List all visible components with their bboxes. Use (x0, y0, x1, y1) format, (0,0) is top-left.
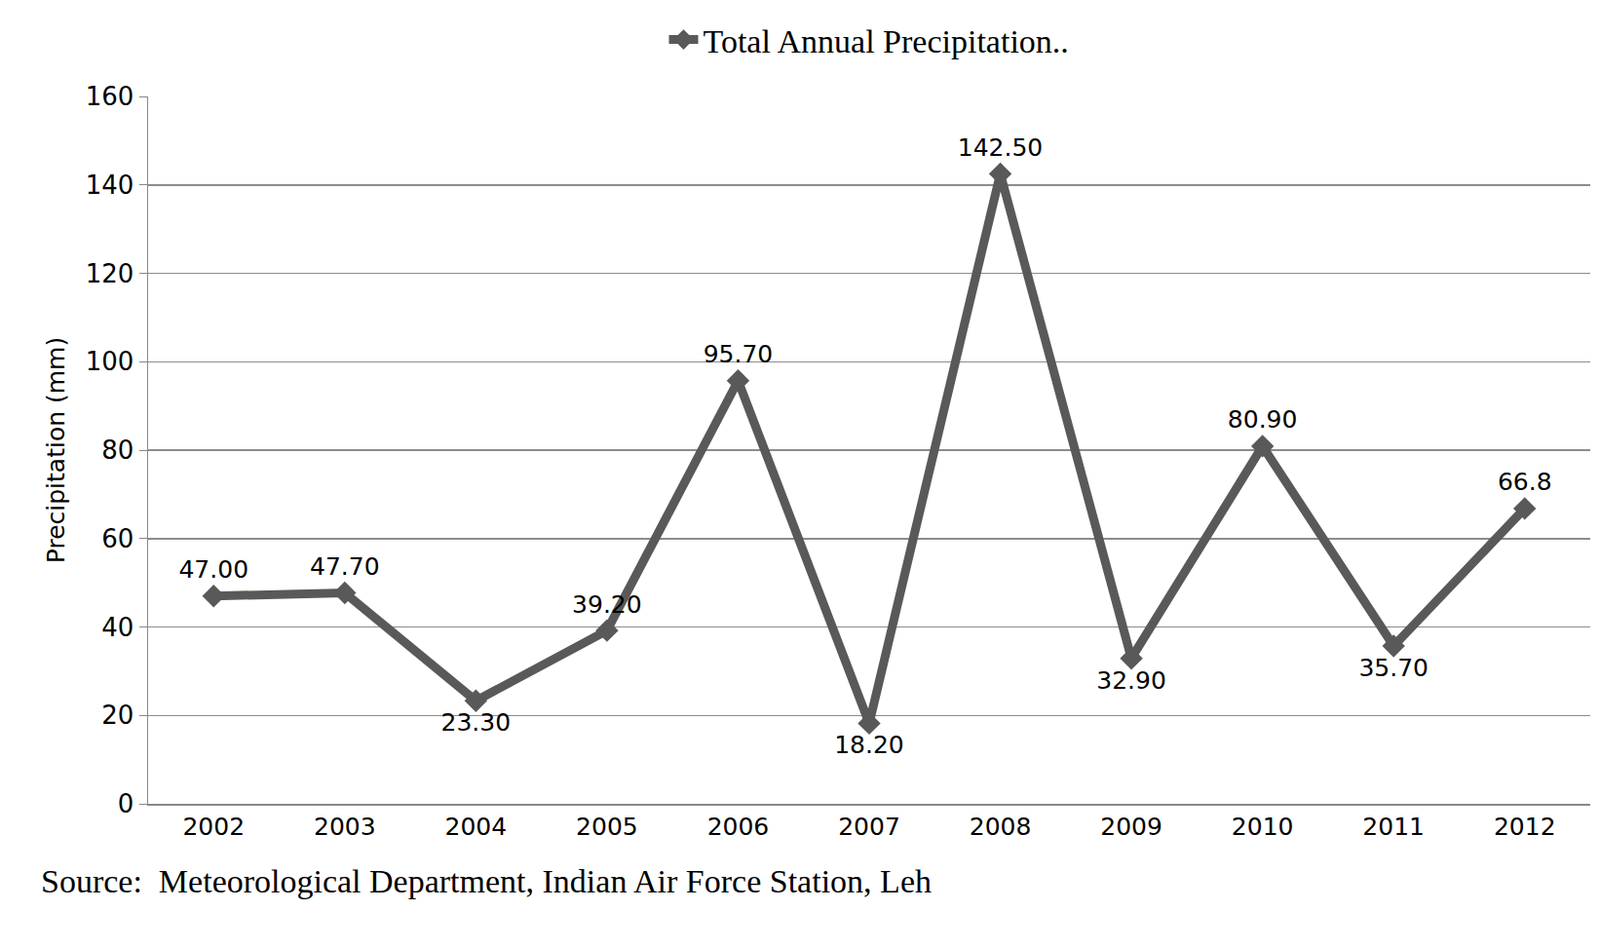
svg-text:47.70: 47.70 (309, 552, 381, 581)
svg-text:80.90: 80.90 (1227, 405, 1298, 434)
svg-text:66.8: 66.8 (1497, 467, 1553, 496)
svg-text:2002: 2002 (182, 812, 245, 841)
svg-text:0: 0 (117, 789, 135, 819)
svg-text:Total Annual Precipitation..: Total Annual Precipitation.. (703, 23, 1069, 60)
svg-text:18.20: 18.20 (834, 730, 905, 760)
svg-text:80: 80 (101, 435, 134, 465)
svg-text:2003: 2003 (313, 812, 377, 841)
svg-text:160: 160 (85, 81, 135, 112)
svg-text:2004: 2004 (445, 812, 508, 841)
svg-text:2008: 2008 (969, 812, 1032, 841)
svg-text:47.00: 47.00 (178, 555, 249, 584)
svg-text:120: 120 (85, 259, 135, 289)
svg-text:142.50: 142.50 (957, 133, 1043, 162)
svg-text:40: 40 (101, 612, 134, 643)
svg-text:20: 20 (101, 700, 134, 730)
svg-text:2009: 2009 (1100, 812, 1163, 841)
svg-text:2012: 2012 (1493, 812, 1557, 841)
svg-text:140: 140 (85, 170, 135, 200)
svg-text:Source: Meteorological Depart: Source: Meteorological Department, India… (40, 863, 932, 900)
svg-text:2010: 2010 (1231, 812, 1295, 841)
svg-text:100: 100 (85, 346, 135, 377)
svg-text:39.20: 39.20 (571, 590, 643, 619)
svg-text:95.70: 95.70 (703, 340, 774, 369)
svg-text:2007: 2007 (838, 812, 901, 841)
svg-text:35.70: 35.70 (1358, 653, 1429, 683)
svg-text:2011: 2011 (1362, 812, 1425, 841)
svg-text:60: 60 (101, 524, 134, 554)
svg-text:2006: 2006 (707, 812, 770, 841)
svg-text:23.30: 23.30 (441, 708, 512, 737)
svg-text:2005: 2005 (575, 812, 639, 841)
svg-text:32.90: 32.90 (1096, 666, 1167, 695)
svg-text:Precipitation (mm): Precipitation (mm) (41, 337, 71, 564)
